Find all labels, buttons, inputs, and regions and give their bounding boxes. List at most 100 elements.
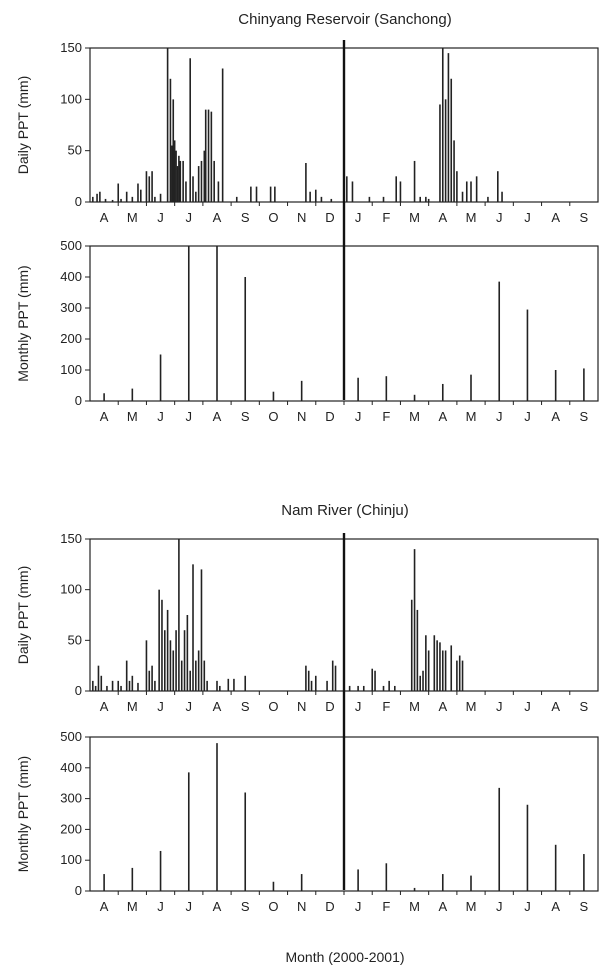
month-label: N	[297, 210, 306, 225]
month-label: A	[551, 899, 560, 914]
y-axis-label: Monthly PPT (mm)	[15, 265, 31, 381]
y-tick-label: 100	[60, 582, 82, 597]
month-label: M	[127, 409, 138, 424]
month-label: S	[580, 409, 589, 424]
month-label: D	[325, 210, 334, 225]
month-label: F	[382, 899, 390, 914]
month-label: M	[127, 699, 138, 714]
y-tick-label: 100	[60, 91, 82, 106]
y-tick-label: 200	[60, 821, 82, 836]
month-label: S	[580, 899, 589, 914]
month-label: M	[409, 899, 420, 914]
y-tick-label: 100	[60, 362, 82, 377]
month-label: M	[127, 210, 138, 225]
month-label: A	[438, 699, 447, 714]
month-label: M	[409, 210, 420, 225]
month-label: J	[496, 409, 503, 424]
month-label: J	[186, 210, 193, 225]
month-label: M	[409, 699, 420, 714]
month-label: S	[241, 899, 250, 914]
y-tick-label: 50	[68, 143, 82, 158]
y-tick-label: 0	[75, 683, 82, 698]
month-label: A	[213, 899, 222, 914]
month-label: A	[438, 409, 447, 424]
y-tick-label: 400	[60, 269, 82, 284]
month-label: J	[355, 210, 362, 225]
y-tick-label: 150	[60, 531, 82, 546]
chinyang-daily-panel: Daily PPT (mm) 0 50 100 150 A M J J A S O N D J F M A M J J A…	[15, 40, 599, 225]
chinyang-monthly-panel: Monthly PPT (mm) 0 100 200 300 400 500 A M J J A S O N…	[15, 238, 599, 424]
month-label: J	[524, 899, 531, 914]
month-label: J	[157, 899, 164, 914]
month-label: M	[466, 409, 477, 424]
month-label: A	[551, 409, 560, 424]
month-label: J	[524, 409, 531, 424]
month-label: J	[186, 899, 193, 914]
month-label: M	[466, 210, 477, 225]
month-label: A	[100, 899, 109, 914]
month-label: J	[496, 899, 503, 914]
month-label: A	[551, 699, 560, 714]
month-label: N	[297, 699, 306, 714]
y-tick-label: 0	[75, 883, 82, 898]
y-tick-label: 0	[75, 393, 82, 408]
month-label: A	[100, 699, 109, 714]
month-label: M	[409, 409, 420, 424]
y-tick-label: 100	[60, 852, 82, 867]
month-label: N	[297, 899, 306, 914]
nam-river-daily-panel: Daily PPT (mm) 0 50 100 150 A M J J A S O N D J F M A M J J A…	[15, 531, 599, 714]
month-label: J	[524, 210, 531, 225]
month-label: M	[127, 899, 138, 914]
chinyang-title: Chinyang Reservoir (Sanchong)	[238, 11, 451, 28]
y-tick-label: 50	[68, 632, 82, 647]
month-label: J	[524, 699, 531, 714]
month-label: M	[466, 699, 477, 714]
month-label: F	[382, 210, 390, 225]
y-axis-label: Daily PPT (mm)	[15, 566, 31, 665]
y-tick-label: 400	[60, 760, 82, 775]
month-label: J	[355, 409, 362, 424]
y-tick-label: 300	[60, 791, 82, 806]
month-label: A	[438, 210, 447, 225]
month-label: F	[382, 699, 390, 714]
month-label: J	[157, 210, 164, 225]
month-label: A	[213, 409, 222, 424]
month-label: J	[355, 899, 362, 914]
month-label: S	[241, 699, 250, 714]
month-label: A	[213, 699, 222, 714]
y-tick-label: 500	[60, 729, 82, 744]
month-label: S	[580, 210, 589, 225]
month-label: J	[157, 409, 164, 424]
month-label: A	[551, 210, 560, 225]
month-label: D	[325, 699, 334, 714]
month-label: J	[157, 699, 164, 714]
month-label: O	[268, 699, 278, 714]
month-label: J	[355, 699, 362, 714]
nam-river-title: Nam River (Chinju)	[281, 502, 409, 519]
month-label: A	[438, 899, 447, 914]
month-label: A	[213, 210, 222, 225]
month-label: A	[100, 409, 109, 424]
month-label: N	[297, 409, 306, 424]
y-tick-label: 300	[60, 300, 82, 315]
month-label: J	[496, 210, 503, 225]
y-tick-label: 200	[60, 331, 82, 346]
x-axis-label: Month (2000-2001)	[285, 949, 404, 965]
month-label: O	[268, 409, 278, 424]
y-tick-label: 500	[60, 238, 82, 253]
month-label: S	[241, 210, 250, 225]
month-label: J	[186, 699, 193, 714]
month-label: D	[325, 899, 334, 914]
month-label: D	[325, 409, 334, 424]
nam-river-monthly-panel: Monthly PPT (mm) 0 100 200 300 400 500 A M J J A S O N…	[15, 729, 599, 914]
y-tick-label: 150	[60, 40, 82, 55]
month-label: J	[186, 409, 193, 424]
y-tick-label: 0	[75, 194, 82, 209]
month-label: F	[382, 409, 390, 424]
month-label: S	[580, 699, 589, 714]
month-label: O	[268, 210, 278, 225]
month-label: A	[100, 210, 109, 225]
y-axis-label: Monthly PPT (mm)	[15, 756, 31, 872]
month-label: J	[496, 699, 503, 714]
